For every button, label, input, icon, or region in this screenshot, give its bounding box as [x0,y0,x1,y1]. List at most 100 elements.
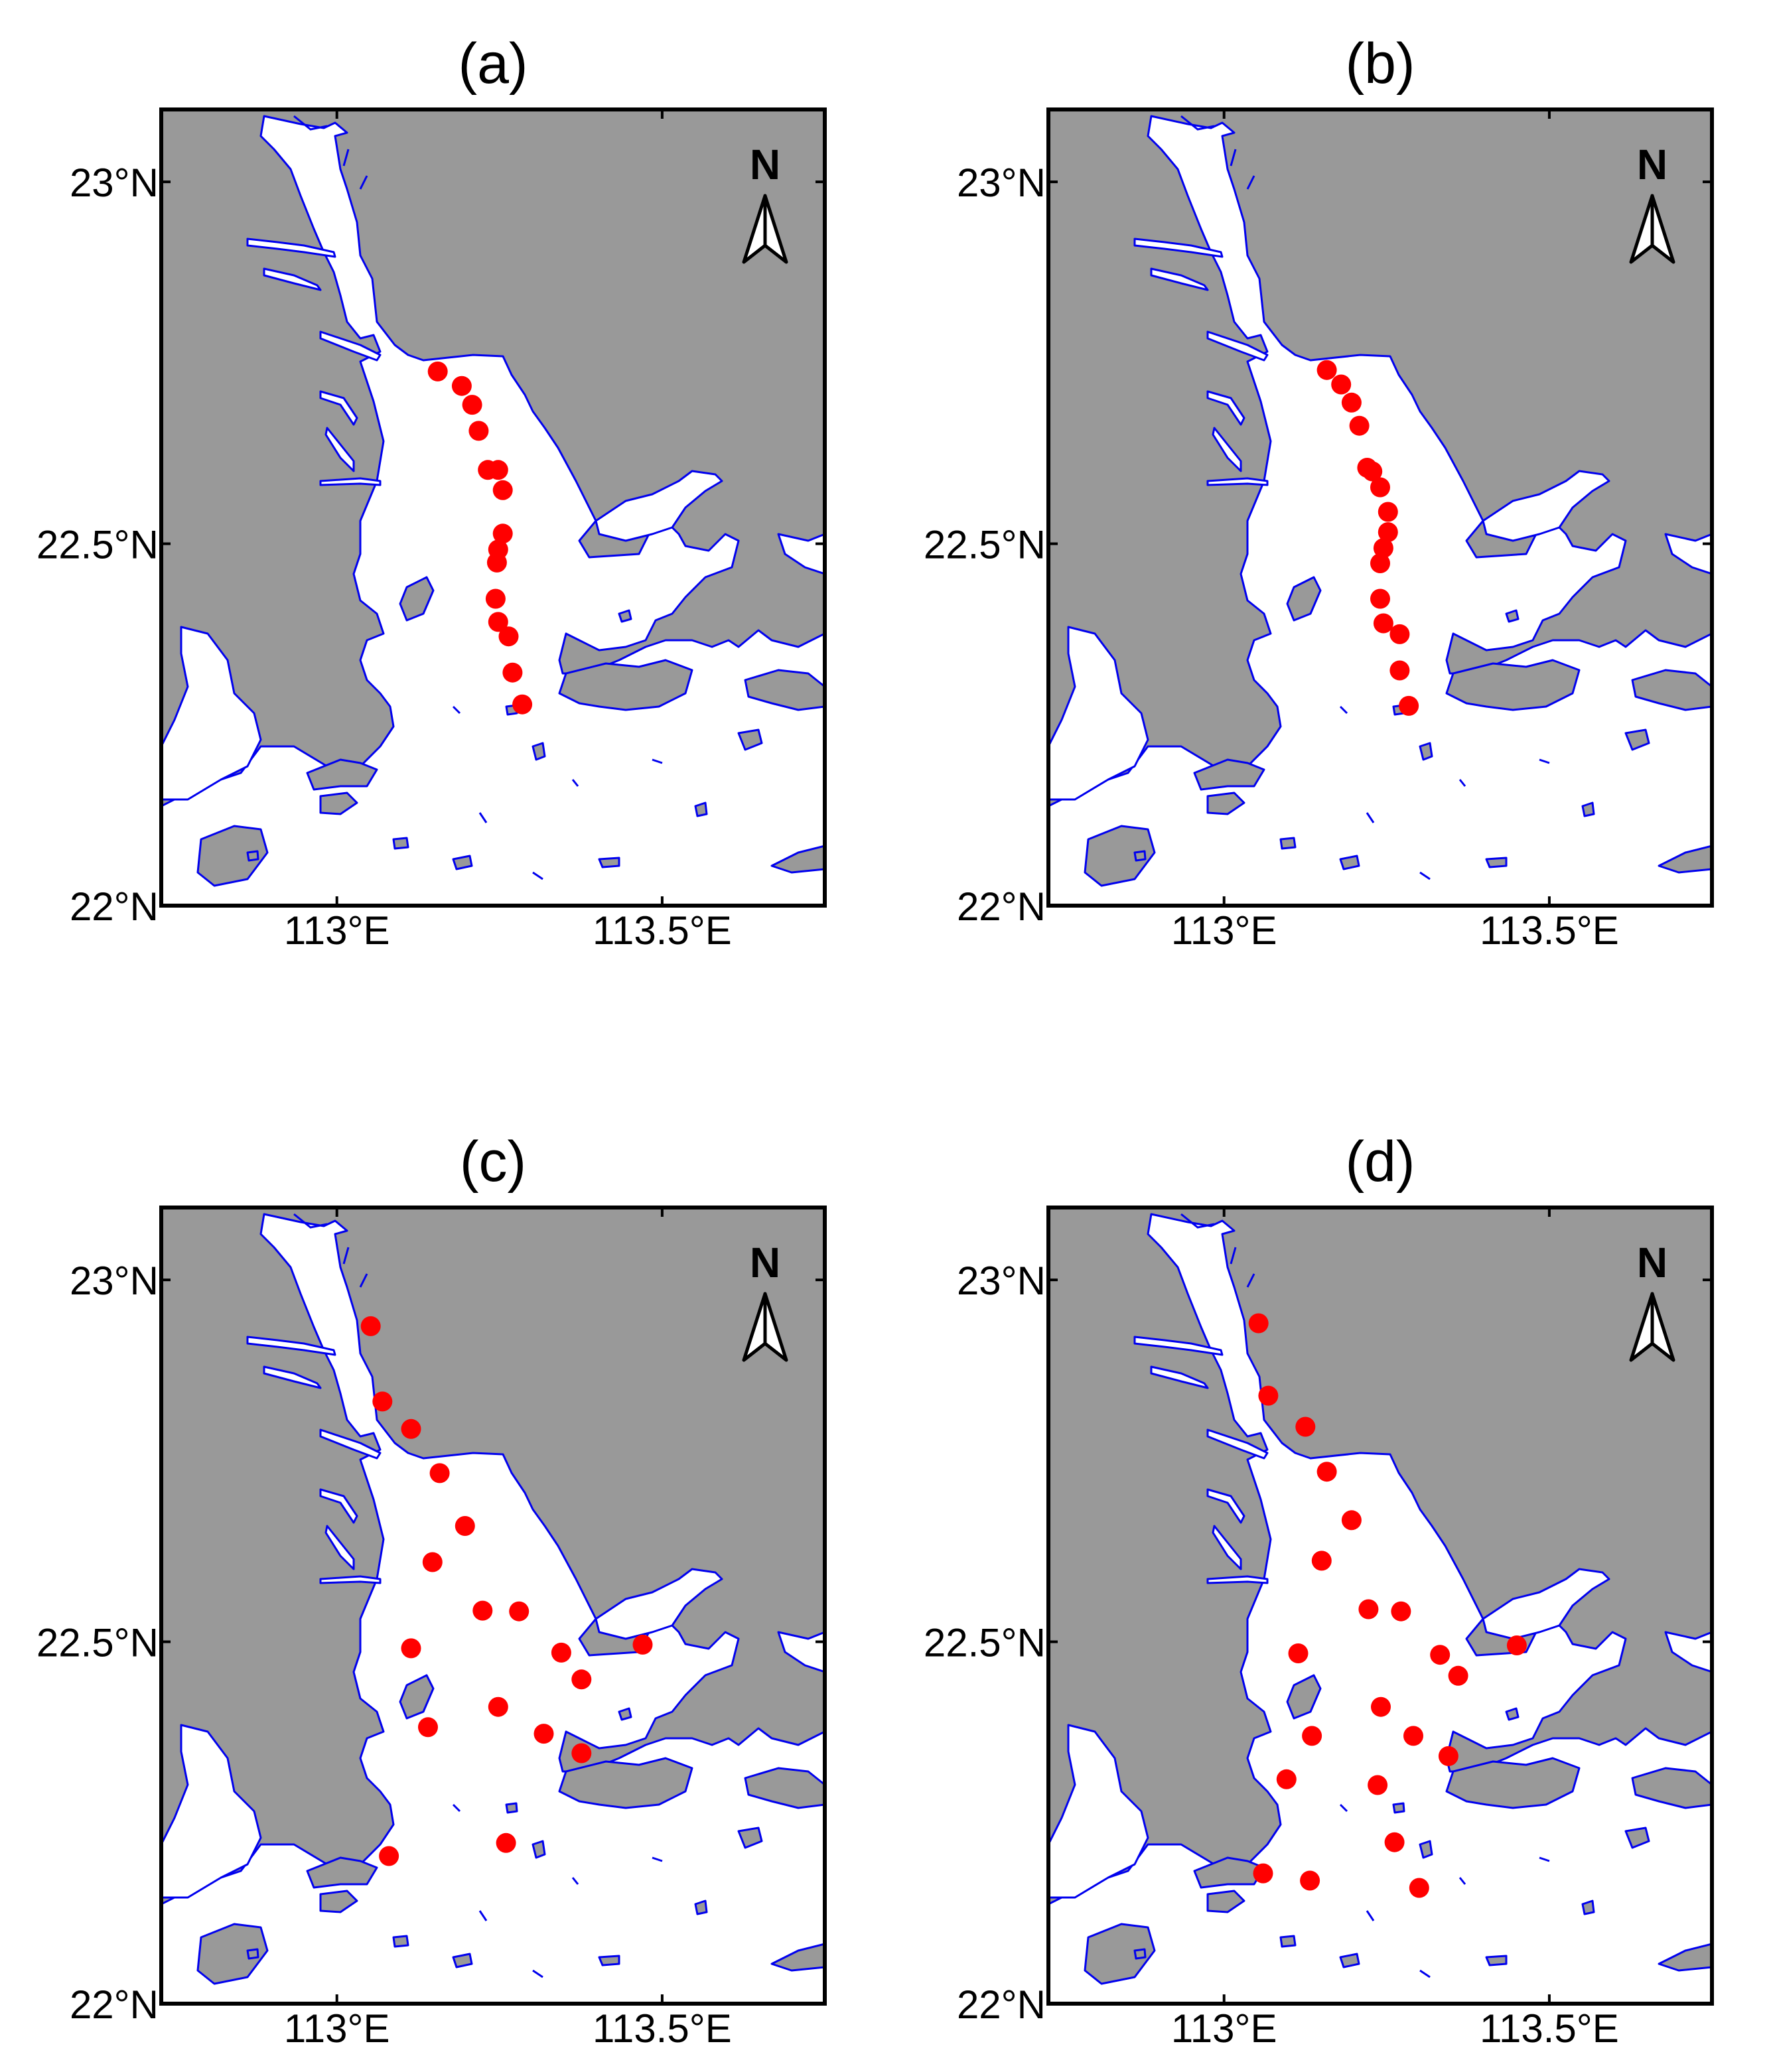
station-point [551,1642,571,1663]
basemap [161,1208,825,2004]
station-point [427,361,448,381]
station-point [1368,1775,1388,1795]
basemap [1048,109,1712,906]
station-point [1248,1313,1269,1334]
station-point [1391,1601,1411,1622]
station-point [496,1832,516,1853]
station-point [1288,1643,1309,1663]
station-point [462,395,482,415]
station-point [1253,1863,1273,1884]
station-point [422,1552,443,1572]
map-panel-3: (c) 113°E 113.5°E 22°N 22.5°N 23°N N [36,1130,827,2051]
station-point [1276,1769,1297,1789]
north-label: N [750,1239,780,1286]
y-tick-label: 22.5°N [36,1621,159,1665]
station-point [1438,1746,1458,1766]
station-point [632,1634,653,1655]
panel-title: (d) [1345,1130,1415,1194]
station-point [1302,1726,1322,1746]
station-point [485,588,506,609]
station-point [488,612,508,632]
north-arrow-icon: N [1629,141,1675,264]
station-point [1430,1645,1451,1665]
y-tick-label: 22.5°N [924,523,1046,567]
basemap [161,109,825,906]
map-panel-4: (d) 113°E 113.5°E 22°N 22.5°N 23°N N [924,1130,1714,2051]
station-point [571,1669,592,1690]
station-point [502,662,523,683]
station-point [571,1743,592,1763]
x-tick-label: 113°E [1171,2006,1277,2051]
panel-title: (a) [458,32,528,96]
y-tick-label: 23°N [70,1259,159,1303]
panel-title: (c) [460,1130,526,1194]
north-label: N [1637,141,1667,188]
y-tick-label: 22.5°N [36,523,159,567]
station-point [451,376,472,396]
station-point [379,1846,399,1866]
station-point [1362,461,1383,482]
station-point [1316,1462,1337,1482]
x-tick-label: 113.5°E [1480,2006,1619,2051]
x-tick-label: 113°E [1171,908,1277,953]
station-point [1403,1726,1423,1746]
north-label: N [1637,1239,1667,1286]
y-tick-label: 22°N [957,1982,1046,2027]
station-point [372,1391,393,1412]
station-point [498,626,519,647]
station-point [488,460,508,480]
station-point [1258,1385,1279,1406]
station-point [1373,538,1393,559]
y-tick-label: 22°N [70,884,159,929]
station-point [1300,1870,1320,1891]
map-frame [159,1206,827,2006]
station-point [533,1724,554,1744]
station-point [1371,1696,1391,1717]
station-point [401,1418,421,1439]
station-point [1389,660,1410,681]
station-point [1358,1599,1379,1620]
station-point [1370,553,1390,573]
station-point [1370,588,1390,609]
station-point [1506,1635,1527,1655]
station-point [488,1696,508,1717]
map-frame [1046,107,1714,908]
station-point [1370,477,1390,498]
station-point [1311,1551,1332,1571]
map-panel-2: (b) 113°E 113.5°E 22°N 22.5°N 23°N N [924,32,1714,953]
station-point [455,1516,475,1536]
y-tick-label: 22°N [70,1982,159,2027]
station-point [1384,1832,1405,1852]
station-point [1378,502,1398,522]
north-arrow-icon: N [1629,1239,1675,1362]
station-point [468,421,489,441]
station-point [1295,1416,1316,1437]
station-point [492,480,513,500]
y-tick-label: 23°N [957,161,1046,205]
station-point [492,523,513,544]
station-point [429,1463,450,1484]
station-point [472,1600,493,1621]
basemap [1048,1208,1712,2004]
station-point [1331,374,1352,395]
station-point [1316,360,1337,380]
y-tick-label: 22°N [957,884,1046,929]
station-point [401,1638,421,1659]
station-point [418,1717,438,1738]
y-tick-label: 23°N [957,1259,1046,1303]
station-point [360,1316,381,1336]
map-frame [1046,1206,1714,2006]
north-arrow-icon: N [742,1239,788,1362]
station-point [1341,1510,1362,1531]
x-tick-label: 113°E [284,2006,390,2051]
station-point [1409,1878,1429,1898]
station-point [509,1601,530,1622]
station-point [1378,522,1398,543]
north-label: N [750,141,780,188]
x-tick-label: 113.5°E [593,908,732,953]
map-frame [159,107,827,908]
station-point [1373,613,1393,634]
y-tick-label: 22.5°N [924,1621,1046,1665]
station-point [1349,415,1370,436]
